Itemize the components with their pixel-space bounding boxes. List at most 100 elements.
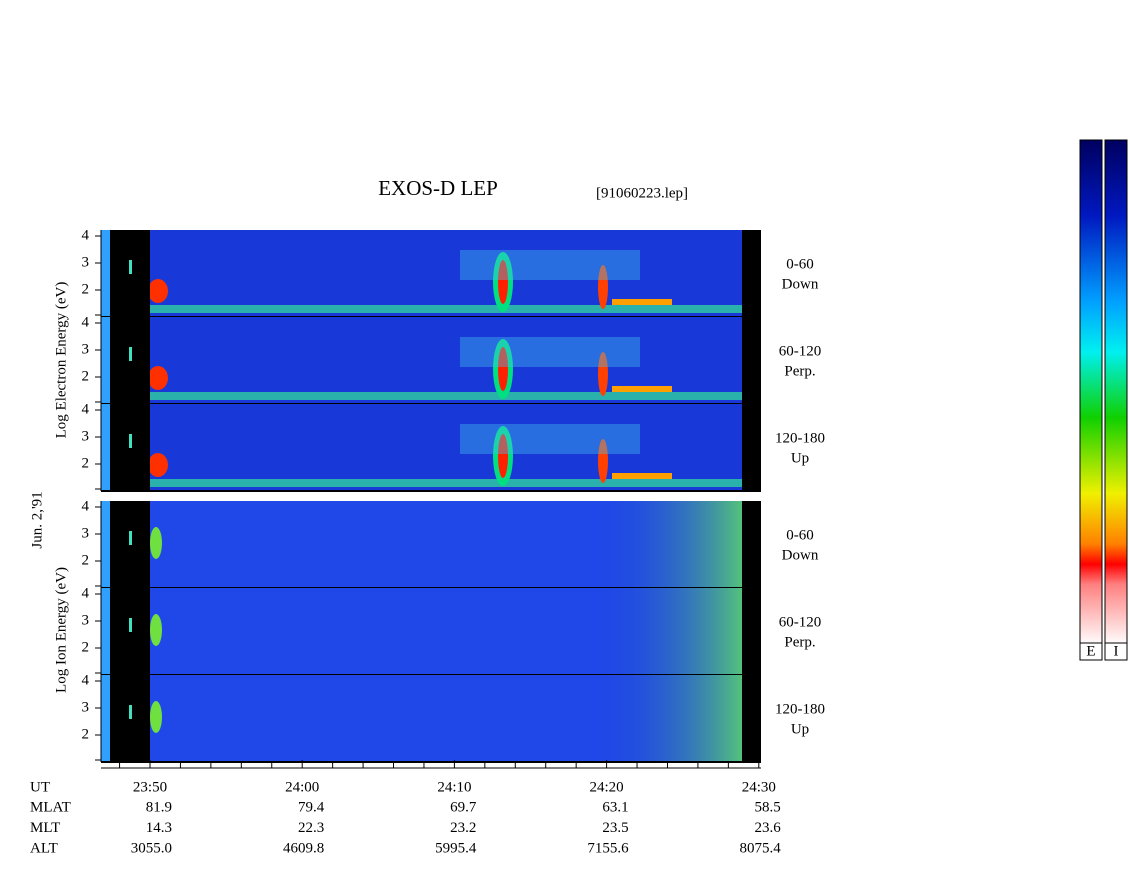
angle-label: 120-180 xyxy=(775,701,825,717)
low-energy-band xyxy=(150,479,742,487)
direction-label: Down xyxy=(782,547,819,563)
colorbar-label: E xyxy=(1086,643,1095,659)
feature xyxy=(498,434,508,478)
direction-label: Perp. xyxy=(784,363,815,379)
feature xyxy=(460,337,640,367)
time-tick-label: 24:10 xyxy=(437,779,471,795)
data-gap xyxy=(742,501,761,588)
ephemeris-value: 8075.4 xyxy=(740,840,782,856)
data-gap xyxy=(742,230,761,317)
y-tick-label: 3 xyxy=(82,341,90,357)
angle-label: 60-120 xyxy=(779,614,822,630)
axis-row-label: UT xyxy=(30,779,50,795)
y-tick-label: 4 xyxy=(82,401,90,417)
feature xyxy=(150,675,742,762)
y-tick-label: 3 xyxy=(82,254,90,270)
angle-label: 0-60 xyxy=(786,256,814,272)
data-gap xyxy=(742,404,761,491)
time-tick-label: 23:50 xyxy=(133,779,167,795)
ephemeris-value: 58.5 xyxy=(755,799,781,815)
data-gap xyxy=(742,317,761,404)
feature xyxy=(148,453,168,477)
ephemeris-value: 3055.0 xyxy=(131,840,172,856)
data-gap xyxy=(742,675,761,762)
direction-label: Down xyxy=(782,276,819,292)
feature xyxy=(148,366,168,390)
feature xyxy=(498,260,508,304)
marker xyxy=(129,531,132,545)
ephemeris-value: 79.4 xyxy=(298,799,325,815)
angle-label: 60-120 xyxy=(779,343,822,359)
ephemeris-value: 23.5 xyxy=(602,820,628,836)
ion-axis-label: Log Ion Energy (eV) xyxy=(53,567,69,693)
ephemeris-value: 81.9 xyxy=(146,799,172,815)
ephemeris-value: 23.6 xyxy=(755,820,782,836)
feature xyxy=(460,250,640,280)
y-tick-label: 3 xyxy=(82,612,90,628)
feature xyxy=(598,352,608,396)
spectrogram-edge xyxy=(101,588,110,675)
marker xyxy=(129,347,132,361)
y-tick-label: 4 xyxy=(82,585,90,601)
feature xyxy=(460,424,640,454)
spectrogram-edge xyxy=(101,317,110,404)
ephemeris-value: 22.3 xyxy=(298,820,324,836)
time-tick-label: 24:30 xyxy=(742,779,776,795)
y-tick-label: 2 xyxy=(82,726,90,742)
angle-label: 120-180 xyxy=(775,430,825,446)
ephemeris-value: 7155.6 xyxy=(587,840,629,856)
ephemeris-value: 63.1 xyxy=(602,799,628,815)
marker xyxy=(129,434,132,448)
colorbar-label-box xyxy=(1079,642,1103,661)
angle-label: 0-60 xyxy=(786,527,814,543)
marker xyxy=(129,260,132,274)
file-name: [91060223.lep] xyxy=(596,185,688,201)
electron-axis-label: Log Electron Energy (eV) xyxy=(53,282,69,439)
colorbar xyxy=(1104,139,1128,646)
feature xyxy=(150,701,162,733)
y-tick-label: 4 xyxy=(82,498,90,514)
date: Jun. 2,'91 xyxy=(29,491,45,548)
y-tick-label: 3 xyxy=(82,699,90,715)
direction-label: Up xyxy=(791,721,809,737)
low-energy-band xyxy=(150,392,742,400)
data-gap xyxy=(742,588,761,675)
y-tick-label: 2 xyxy=(82,639,90,655)
y-tick-label: 2 xyxy=(82,368,90,384)
spectrogram-edge xyxy=(101,675,110,762)
y-tick-label: 4 xyxy=(82,672,90,688)
spectrogram-edge xyxy=(101,501,110,588)
axis-row-label: MLAT xyxy=(30,799,71,815)
feature xyxy=(612,386,672,392)
feature xyxy=(598,439,608,483)
y-tick-label: 3 xyxy=(82,428,90,444)
y-tick-label: 2 xyxy=(82,455,90,471)
y-tick-label: 4 xyxy=(82,227,90,243)
spectrogram-edge xyxy=(101,230,110,317)
low-energy-band xyxy=(150,305,742,313)
time-tick-label: 24:00 xyxy=(285,779,319,795)
ephemeris-value: 5995.4 xyxy=(435,840,477,856)
feature xyxy=(598,265,608,309)
y-tick-label: 2 xyxy=(82,552,90,568)
direction-label: Up xyxy=(791,450,809,466)
y-tick-label: 2 xyxy=(82,281,90,297)
feature xyxy=(150,588,742,675)
y-tick-label: 3 xyxy=(82,525,90,541)
marker xyxy=(129,705,132,719)
ephemeris-value: 14.3 xyxy=(146,820,172,836)
ephemeris-value: 4609.8 xyxy=(283,840,324,856)
marker xyxy=(129,618,132,632)
axis-row-label: ALT xyxy=(30,840,58,856)
feature xyxy=(498,347,508,391)
ephemeris-value: 69.7 xyxy=(450,799,477,815)
direction-label: Perp. xyxy=(784,634,815,650)
feature xyxy=(612,473,672,479)
time-tick-label: 24:20 xyxy=(590,779,624,795)
plots: 2 3 4 0-60 Down 2 3 4 60-120 Perp. 2 3 4 120-180 Up 2 3 4… xyxy=(30,227,825,856)
colorbar-label: I xyxy=(1114,643,1119,659)
feature xyxy=(150,614,162,646)
y-tick-label: 4 xyxy=(82,314,90,330)
feature xyxy=(150,501,742,588)
